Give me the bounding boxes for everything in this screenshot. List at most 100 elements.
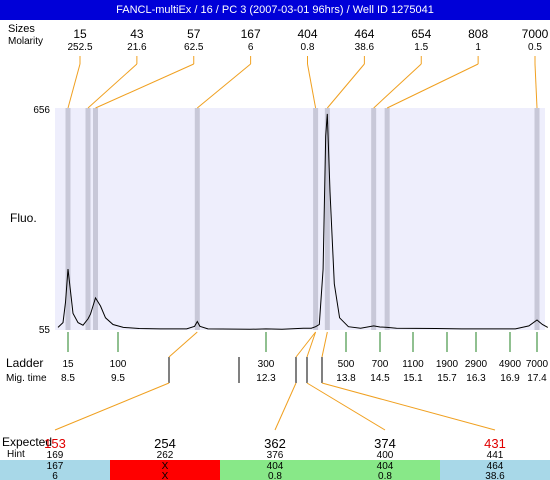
y-tick-max: 656 bbox=[33, 105, 50, 116]
peak-connector bbox=[386, 63, 479, 109]
peak-size-label: 404 bbox=[297, 27, 317, 41]
matched-value: 404 bbox=[377, 461, 394, 472]
peak-band bbox=[194, 108, 200, 330]
peak-size-label: 654 bbox=[411, 27, 431, 41]
matched-cell bbox=[220, 460, 330, 480]
mig-time-row-label: Mig. time bbox=[6, 373, 47, 384]
y-tick-min: 55 bbox=[39, 325, 51, 336]
peak-molarity-label: 0.5 bbox=[528, 42, 542, 53]
ladder-time-label: 8.5 bbox=[61, 373, 75, 384]
peak-size-label: 7000 bbox=[522, 27, 549, 41]
match-connector-upper bbox=[295, 331, 316, 358]
ladder-size-label: 300 bbox=[258, 359, 275, 370]
ladder-time-label: 14.5 bbox=[370, 373, 390, 384]
peak-size-label: 808 bbox=[468, 27, 488, 41]
ladder-size-label: 100 bbox=[110, 359, 127, 370]
sizes-row-label: Sizes bbox=[8, 23, 35, 35]
matched-molarity-value: 38.6 bbox=[485, 471, 505, 480]
hint-row-label: Hint bbox=[7, 449, 25, 460]
matched-cell bbox=[440, 460, 550, 480]
hint-value: 400 bbox=[377, 450, 394, 461]
peak-connector bbox=[373, 63, 422, 109]
peak-band bbox=[313, 108, 319, 330]
ladder-time-label: 16.9 bbox=[500, 373, 520, 384]
peak-connector bbox=[307, 63, 317, 109]
matched-value: X bbox=[162, 461, 169, 472]
expected-row-label: Expected bbox=[2, 435, 52, 449]
peak-band bbox=[534, 108, 540, 330]
peak-size-label: 15 bbox=[73, 27, 87, 41]
ladder-time-label: 16.3 bbox=[466, 373, 486, 384]
peak-band bbox=[384, 108, 390, 330]
peak-size-label: 464 bbox=[354, 27, 374, 41]
ladder-size-label: 500 bbox=[338, 359, 355, 370]
peak-connector bbox=[67, 63, 81, 109]
plot-background bbox=[55, 108, 545, 330]
expected-value: 374 bbox=[374, 436, 396, 451]
match-connector-lower bbox=[274, 382, 297, 431]
ladder-time-label: 15.7 bbox=[437, 373, 457, 384]
peak-connector bbox=[87, 63, 138, 109]
matched-molarity-value: 0.8 bbox=[378, 471, 392, 480]
match-connector-upper bbox=[306, 331, 317, 358]
peak-size-label: 167 bbox=[241, 27, 261, 41]
ladder-size-label: 700 bbox=[372, 359, 389, 370]
fluorescence-trace bbox=[57, 113, 549, 330]
hint-value: 169 bbox=[47, 450, 64, 461]
hint-value: 262 bbox=[157, 450, 174, 461]
ladder-time-label: 13.8 bbox=[336, 373, 356, 384]
matched-molarity-value: 6 bbox=[52, 471, 58, 480]
ladder-size-label: 4900 bbox=[499, 359, 522, 370]
peak-band bbox=[85, 108, 91, 330]
ladder-size-label: 1900 bbox=[436, 359, 459, 370]
matched-molarity-value: 0.8 bbox=[268, 471, 282, 480]
title-bar: FANCL-multiEx / 16 / PC 3 (2007-03-01 96… bbox=[0, 0, 550, 20]
peak-connector bbox=[326, 63, 365, 109]
peak-connector bbox=[196, 63, 251, 109]
ladder-size-label: 15 bbox=[62, 359, 74, 370]
peak-band bbox=[93, 108, 98, 330]
matched-cell bbox=[330, 460, 440, 480]
peak-size-label: 43 bbox=[130, 27, 144, 41]
ladder-time-label: 17.4 bbox=[527, 373, 547, 384]
ladder-size-label: 1100 bbox=[402, 359, 424, 370]
expected-value: 153 bbox=[44, 436, 66, 451]
expected-value: 362 bbox=[264, 436, 286, 451]
peak-molarity-label: 0.8 bbox=[301, 42, 315, 53]
peak-molarity-label: 62.5 bbox=[184, 42, 204, 53]
peak-molarity-label: 1.5 bbox=[414, 42, 428, 53]
hint-value: 441 bbox=[487, 450, 504, 461]
peak-molarity-label: 38.6 bbox=[355, 42, 375, 53]
peak-connector bbox=[534, 63, 538, 109]
match-connector-lower bbox=[321, 382, 496, 431]
matched-value: 464 bbox=[487, 461, 504, 472]
peak-molarity-label: 21.6 bbox=[127, 42, 147, 53]
peak-band bbox=[324, 108, 330, 330]
expected-value: 431 bbox=[484, 436, 506, 451]
ladder-size-label: 2900 bbox=[465, 359, 488, 370]
ladder-row-label: Ladder bbox=[6, 356, 43, 370]
peak-size-label: 57 bbox=[187, 27, 201, 41]
peak-molarity-label: 6 bbox=[248, 42, 254, 53]
matched-cell bbox=[110, 460, 220, 480]
match-connector-upper bbox=[321, 331, 328, 358]
peak-connector bbox=[95, 63, 194, 109]
match-connector-upper bbox=[168, 331, 198, 358]
ladder-size-label: 7000 bbox=[526, 359, 549, 370]
peak-molarity-label: 1 bbox=[475, 42, 481, 53]
expected-value: 254 bbox=[154, 436, 176, 451]
matched-value: 404 bbox=[267, 461, 284, 472]
peak-band bbox=[65, 108, 71, 330]
ladder-time-label: 12.3 bbox=[256, 373, 276, 384]
match-connector-lower bbox=[54, 382, 170, 431]
matched-cell bbox=[0, 460, 110, 480]
ladder-time-label: 9.5 bbox=[111, 373, 125, 384]
ladder-time-label: 15.1 bbox=[403, 373, 423, 384]
peak-band bbox=[371, 108, 377, 330]
molarity-row-label: Molarity bbox=[8, 36, 43, 47]
matched-molarity-value: X bbox=[162, 471, 169, 480]
hint-value: 376 bbox=[267, 450, 284, 461]
match-connector-lower bbox=[306, 382, 386, 431]
